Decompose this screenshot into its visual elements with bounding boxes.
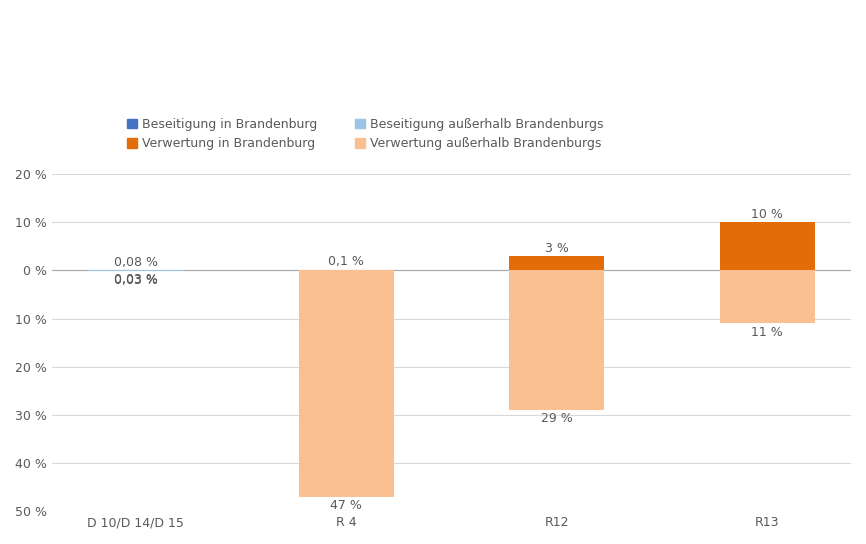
Bar xyxy=(720,222,815,270)
Text: 0,1 %: 0,1 % xyxy=(328,256,364,269)
Text: 47 %: 47 % xyxy=(330,499,362,512)
Bar xyxy=(720,270,815,323)
Legend: Beseitigung in Brandenburg, Verwertung in Brandenburg, Beseitigung außerhalb Bra: Beseitigung in Brandenburg, Verwertung i… xyxy=(122,113,608,155)
Text: 0,08 %: 0,08 % xyxy=(113,256,158,269)
Bar xyxy=(509,270,604,410)
Text: 0,03 %: 0,03 % xyxy=(113,274,158,287)
Text: 0,03 %: 0,03 % xyxy=(113,273,158,286)
Text: 3 %: 3 % xyxy=(545,242,569,255)
Text: 10 %: 10 % xyxy=(752,208,783,221)
Bar xyxy=(509,256,604,270)
Text: 29 %: 29 % xyxy=(541,412,572,425)
Bar xyxy=(299,270,393,497)
Text: 11 %: 11 % xyxy=(752,326,783,339)
